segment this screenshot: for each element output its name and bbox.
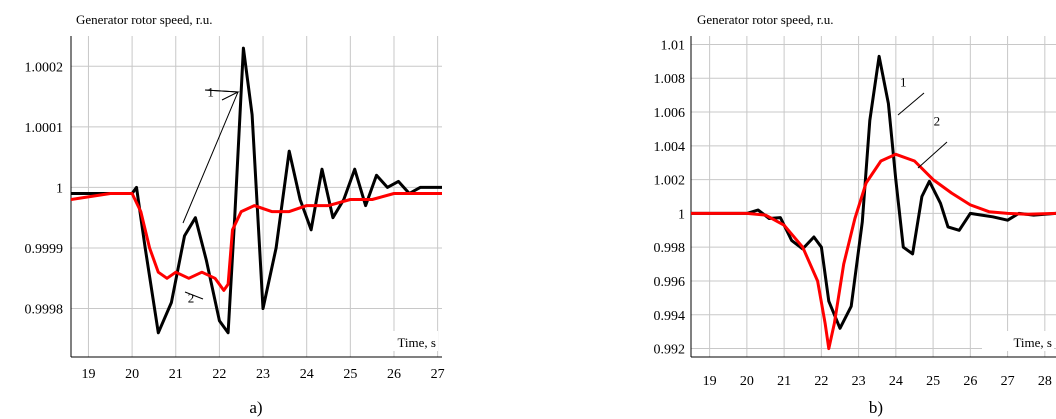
x-tick-label: 25 <box>926 374 940 389</box>
series-line-black <box>71 46 442 335</box>
annotation-label-1: 1 <box>900 75 907 90</box>
xlabel-background <box>982 331 1054 351</box>
x-tick-label: 28 <box>1038 374 1052 389</box>
x-tick-label: 20 <box>125 367 139 382</box>
chart-panel-b: 19 20 21 22 23 24 25 26 27 280.9920.9940.9960.998… <box>654 12 1056 417</box>
y-tick-label: 0.992 <box>654 343 686 358</box>
y-tick-label: 0.996 <box>654 275 686 290</box>
y-tick-label: 0.994 <box>654 309 686 324</box>
x-tick-label: 27 <box>431 367 445 382</box>
series-line-red <box>691 152 1056 351</box>
chart-panel-a: 19 20 21 22 23 24 25 26 270.99980.999911.00011.0… <box>25 12 445 417</box>
x-tick-label: 25 <box>343 367 357 382</box>
y-tick-label: 1.002 <box>654 174 686 189</box>
x-tick-label: 21 <box>169 367 183 382</box>
series-line-red <box>71 192 442 292</box>
annotation-label-1: 1 <box>207 85 214 100</box>
x-tick-label: 27 <box>1001 374 1015 389</box>
chart-title: Generator rotor speed, r.u. <box>76 12 212 27</box>
x-tick-label: 19 <box>703 374 717 389</box>
panel-caption: b) <box>869 398 883 417</box>
annotation-leader-line <box>184 291 204 300</box>
x-tick-label: 22 <box>814 374 828 389</box>
y-tick-label: 1.006 <box>654 106 686 121</box>
y-tick-label: 1 <box>56 181 63 196</box>
annotation-leader-line <box>182 89 239 224</box>
x-tick-label: 26 <box>963 374 977 389</box>
y-tick-label: 0.998 <box>654 241 686 256</box>
x-tick-label: 24 <box>889 374 903 389</box>
series-group <box>71 46 442 335</box>
x-axis-label: Time, s <box>1013 335 1052 350</box>
annotation-label-2: 2 <box>934 114 941 129</box>
series-line-black <box>691 54 1056 330</box>
x-tick-label: 22 <box>212 367 226 382</box>
x-tick-label: 19 <box>81 367 95 382</box>
chart-title: Generator rotor speed, r.u. <box>697 12 833 27</box>
xlabel-background <box>366 331 438 351</box>
x-tick-label: 26 <box>387 367 401 382</box>
annotation-label-2: 2 <box>188 290 195 305</box>
series-group <box>691 54 1056 351</box>
x-tick-label: 23 <box>256 367 270 382</box>
y-tick-label: 1.0002 <box>25 60 64 75</box>
x-tick-label: 21 <box>777 374 791 389</box>
y-tick-label: 1 <box>678 207 685 222</box>
y-tick-label: 1.008 <box>654 72 686 87</box>
y-tick-label: 0.9999 <box>25 242 64 257</box>
annotation-leader-line <box>897 92 925 116</box>
y-tick-label: 1.01 <box>661 38 686 53</box>
x-tick-label: 24 <box>300 367 314 382</box>
x-tick-label: 23 <box>852 374 866 389</box>
y-tick-label: 1.0001 <box>25 121 64 136</box>
annotation-leader-line <box>917 141 948 169</box>
panel-caption: a) <box>249 398 262 417</box>
x-tick-label: 20 <box>740 374 754 389</box>
y-tick-label: 1.004 <box>654 140 686 155</box>
y-tick-label: 0.9998 <box>25 303 64 318</box>
x-axis-label: Time, s <box>397 335 436 350</box>
annotation-leader-line <box>204 89 240 101</box>
